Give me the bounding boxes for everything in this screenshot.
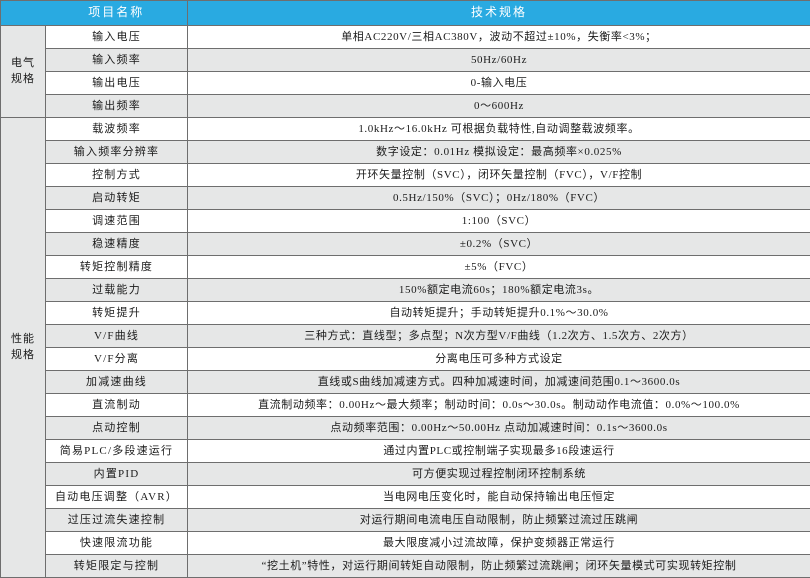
item-name-cell: 载波频率 [46,118,188,141]
tech-spec-cell: ±0.2%（SVC） [188,233,810,256]
table-header: 项目名称 技术规格 [1,1,810,26]
table-row: 控制方式开环矢量控制（SVC），闭环矢量控制（FVC），V/F控制 [1,164,810,187]
tech-spec-cell: 对运行期间电流电压自动限制，防止频繁过流过压跳闸 [188,509,810,532]
item-name-cell: 转矩提升 [46,302,188,325]
table-row: V/F曲线三种方式：直线型；多点型；N次方型V/F曲线（1.2次方、1.5次方、… [1,325,810,348]
item-name-cell: 启动转矩 [46,187,188,210]
item-name-cell: 转矩限定与控制 [46,555,188,578]
header-group-spacer [1,1,46,26]
table-body: 电气规格输入电压单相AC220V/三相AC380V，波动不超过±10%，失衡率<… [1,26,810,578]
header-item-name: 项目名称 [46,1,188,26]
item-name-cell: 快速限流功能 [46,532,188,555]
item-name-cell: 内置PID [46,463,188,486]
item-name-cell: 直流制动 [46,394,188,417]
header-row: 项目名称 技术规格 [1,1,810,26]
item-name-cell: 转矩控制精度 [46,256,188,279]
tech-spec-cell: 直线或S曲线加减速方式。四种加减速时间，加减速间范围0.1～3600.0s [188,371,810,394]
item-name-cell: 点动控制 [46,417,188,440]
tech-spec-cell: 数字设定：0.01Hz 模拟设定：最高频率×0.025% [188,141,810,164]
item-name-cell: 加减速曲线 [46,371,188,394]
tech-spec-cell: 点动频率范围：0.00Hz～50.00Hz 点动加减速时间：0.1s～3600.… [188,417,810,440]
tech-spec-cell: 可方便实现过程控制闭环控制系统 [188,463,810,486]
item-name-cell: 稳速精度 [46,233,188,256]
tech-spec-cell: 分离电压可多种方式设定 [188,348,810,371]
table-row: 简易PLC/多段速运行通过内置PLC或控制端子实现最多16段速运行 [1,440,810,463]
item-name-cell: 输出频率 [46,95,188,118]
item-name-cell: 调速范围 [46,210,188,233]
item-name-cell: 输入电压 [46,26,188,49]
header-tech-spec: 技术规格 [188,1,810,26]
tech-spec-cell: 0-输入电压 [188,72,810,95]
table-row: 转矩限定与控制“挖土机”特性，对运行期间转矩自动限制，防止频繁过流跳闸；闭环矢量… [1,555,810,578]
item-name-cell: 过载能力 [46,279,188,302]
group-label-2: 性能规格 [1,118,46,578]
tech-spec-cell: 50Hz/60Hz [188,49,810,72]
tech-spec-cell: 1:100（SVC） [188,210,810,233]
tech-spec-cell: 自动转矩提升；手动转矩提升0.1%～30.0% [188,302,810,325]
table-row: 加减速曲线直线或S曲线加减速方式。四种加减速时间，加减速间范围0.1～3600.… [1,371,810,394]
tech-spec-cell: 150%额定电流60s；180%额定电流3s。 [188,279,810,302]
tech-spec-cell: 0.5Hz/150%（SVC）；0Hz/180%（FVC） [188,187,810,210]
table-row: 输入频率分辨率数字设定：0.01Hz 模拟设定：最高频率×0.025% [1,141,810,164]
item-name-cell: 简易PLC/多段速运行 [46,440,188,463]
tech-spec-cell: 直流制动频率：0.00Hz～最大频率；制动时间：0.0s～30.0s。制动动作电… [188,394,810,417]
tech-spec-cell: 单相AC220V/三相AC380V，波动不超过±10%，失衡率<3%； [188,26,810,49]
table-row: 点动控制点动频率范围：0.00Hz～50.00Hz 点动加减速时间：0.1s～3… [1,417,810,440]
table-row: 快速限流功能最大限度减小过流故障，保护变频器正常运行 [1,532,810,555]
table-row: 转矩控制精度±5%（FVC） [1,256,810,279]
tech-spec-cell: 最大限度减小过流故障，保护变频器正常运行 [188,532,810,555]
table-row: V/F分离分离电压可多种方式设定 [1,348,810,371]
table-row: 过压过流失速控制对运行期间电流电压自动限制，防止频繁过流过压跳闸 [1,509,810,532]
table-row: 直流制动直流制动频率：0.00Hz～最大频率；制动时间：0.0s～30.0s。制… [1,394,810,417]
tech-spec-cell: 开环矢量控制（SVC），闭环矢量控制（FVC），V/F控制 [188,164,810,187]
tech-spec-cell: 通过内置PLC或控制端子实现最多16段速运行 [188,440,810,463]
table-row: 电气规格输入电压单相AC220V/三相AC380V，波动不超过±10%，失衡率<… [1,26,810,49]
table-row: 自动电压调整（AVR）当电网电压变化时，能自动保持输出电压恒定 [1,486,810,509]
item-name-cell: 自动电压调整（AVR） [46,486,188,509]
item-name-cell: 过压过流失速控制 [46,509,188,532]
item-name-cell: V/F曲线 [46,325,188,348]
tech-spec-cell: 0～600Hz [188,95,810,118]
item-name-cell: 输出电压 [46,72,188,95]
tech-spec-cell: “挖土机”特性，对运行期间转矩自动限制，防止频繁过流跳闸；闭环矢量模式可实现转矩… [188,555,810,578]
tech-spec-cell: 当电网电压变化时，能自动保持输出电压恒定 [188,486,810,509]
tech-spec-cell: 三种方式：直线型；多点型；N次方型V/F曲线（1.2次方、1.5次方、2次方） [188,325,810,348]
table-row: 稳速精度±0.2%（SVC） [1,233,810,256]
group-label-1: 电气规格 [1,26,46,118]
item-name-cell: 输入频率 [46,49,188,72]
item-name-cell: V/F分离 [46,348,188,371]
item-name-cell: 输入频率分辨率 [46,141,188,164]
tech-spec-cell: ±5%（FVC） [188,256,810,279]
table-row: 转矩提升自动转矩提升；手动转矩提升0.1%～30.0% [1,302,810,325]
tech-spec-cell: 1.0kHz～16.0kHz 可根据负载特性,自动调整载波频率。 [188,118,810,141]
item-name-cell: 控制方式 [46,164,188,187]
